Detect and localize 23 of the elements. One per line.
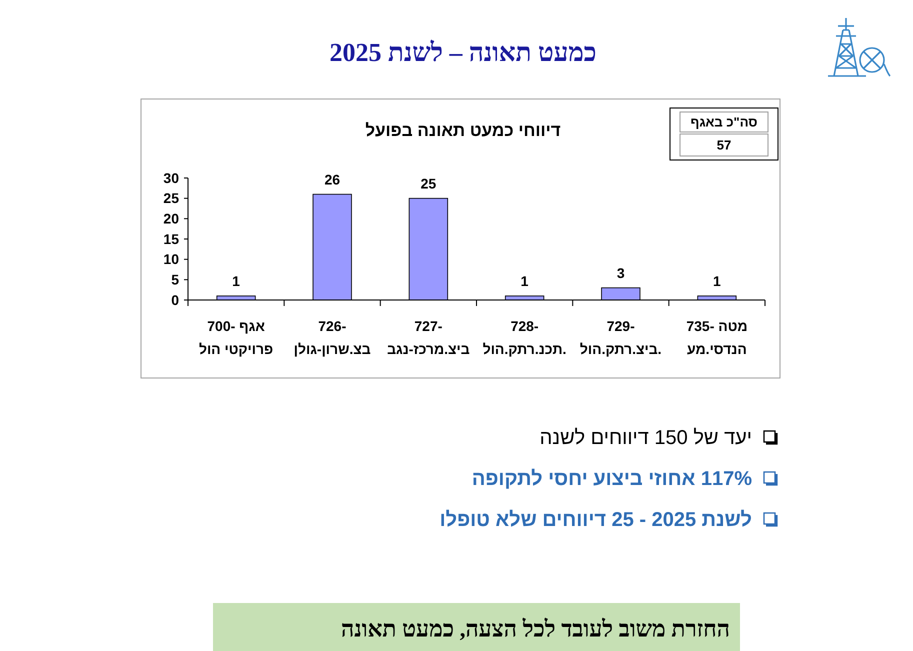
data-label: 1 — [232, 272, 240, 289]
y-tick-label: 20 — [163, 210, 180, 227]
x-tick-label: אגף -700 פרויקטי הול — [198, 318, 274, 357]
data-label: 26 — [324, 171, 340, 188]
chart-title: כמעט תאונה – לשנת 2025 — [329, 38, 597, 68]
data-label: 1 — [713, 272, 722, 289]
text: 117% אחוזי ביצוע יחסי לתקופה — [472, 468, 752, 490]
y-tick-label: 15 — [163, 230, 180, 247]
data-label: 1 — [520, 272, 529, 289]
text: לשנת 2025 - 25 דיווחים שלא טופלו — [440, 509, 752, 532]
data-label: 25 — [420, 175, 436, 192]
text: סה"כ באגף — [690, 114, 758, 130]
chart-subtitle: דיווחי כמעט תאונה בפועל — [365, 120, 561, 140]
y-tick-label: 0 — [171, 292, 180, 308]
data-label: 3 — [616, 264, 625, 281]
text: יעד של 150 דיווחים לשנה — [540, 427, 752, 450]
text: 57 — [716, 138, 732, 153]
y-tick-label: 5 — [171, 272, 180, 288]
y-tick-label: 30 — [163, 170, 180, 186]
text: החזרת משוב לעובד לכל הצעה, כמעט תאונה — [341, 616, 730, 642]
x-tick-label: מטה -735 הנדסי.מע — [686, 318, 748, 357]
y-tick-label: 10 — [163, 251, 180, 268]
y-tick-label: 25 — [163, 190, 180, 206]
